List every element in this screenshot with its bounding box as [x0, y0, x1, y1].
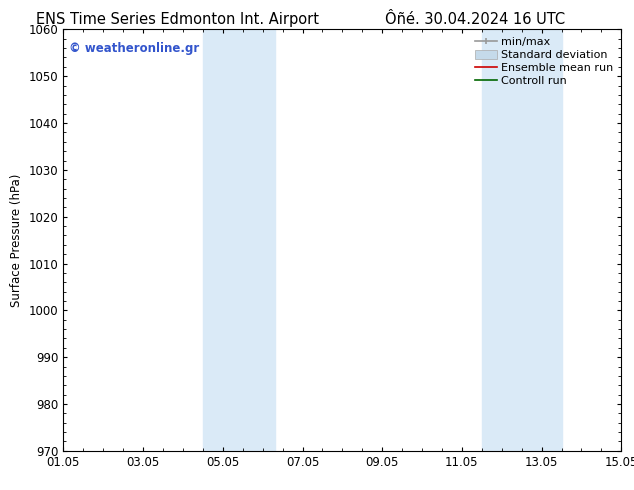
Y-axis label: Surface Pressure (hPa): Surface Pressure (hPa) [10, 173, 23, 307]
Bar [243, 29, 275, 451]
Text: © weatheronline.gr: © weatheronline.gr [69, 42, 199, 55]
Text: Ôñé. 30.04.2024 16 UTC: Ôñé. 30.04.2024 16 UTC [385, 12, 566, 27]
Bar [203, 29, 243, 451]
Legend: min/max, Standard deviation, Ensemble mean run, Controll run: min/max, Standard deviation, Ensemble me… [472, 35, 616, 88]
Text: ENS Time Series Edmonton Int. Airport: ENS Time Series Edmonton Int. Airport [36, 12, 319, 27]
Bar [522, 29, 562, 451]
Bar [482, 29, 522, 451]
